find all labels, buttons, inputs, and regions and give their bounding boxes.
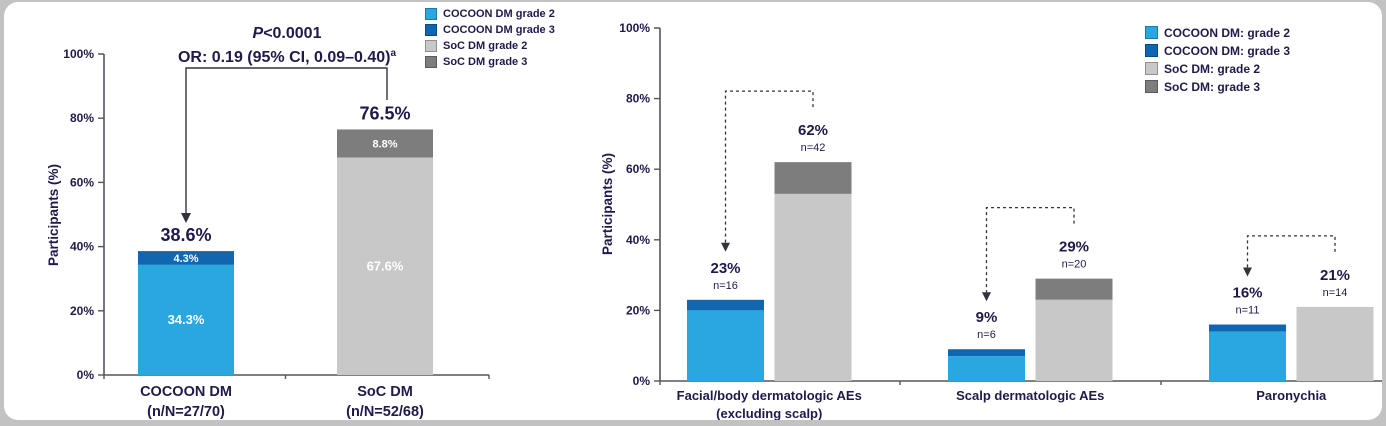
category-label: (n/N=27/70): [147, 404, 225, 420]
legend-color-swatch: [425, 8, 437, 20]
bar-segment-grade2: [687, 310, 764, 381]
legend-color-swatch: [425, 40, 437, 52]
legend-item: SoC DM grade 2: [425, 40, 555, 52]
y-tick-label: 80%: [70, 111, 94, 125]
segment-value-label: 67.6%: [367, 258, 404, 273]
decrease-arrow: [721, 242, 730, 252]
bar-total-label: 23%: [710, 260, 740, 277]
chart-dm-overall: 0% 20% 40% 60% 80% 100% Participants (%) 4.3% 34…: [4, 2, 564, 420]
legend-label: COCOON DM grade 2: [443, 7, 555, 20]
category-label: (excluding scalp): [716, 406, 822, 420]
legend-color-swatch: [425, 24, 437, 36]
bar-n-label: n=20: [1062, 259, 1087, 271]
bar-segment-grade2: [138, 264, 234, 375]
bar-segment-grade2: [337, 157, 433, 375]
bar-segment-grade3: [774, 162, 852, 194]
bar-n-label: n=42: [801, 142, 826, 154]
bar-segment-grade2: [774, 193, 852, 381]
decrease-arrow: [181, 213, 191, 223]
y-tick-label: 40%: [626, 233, 650, 247]
legend-item: SoC DM: grade 2: [1145, 62, 1290, 75]
legend-item: COCOON DM: grade 2: [1145, 26, 1290, 39]
category-label: COCOON DM: [140, 384, 232, 400]
bar-segment-grade3: [1035, 278, 1113, 300]
slide-card: 0% 20% 40% 60% 80% 100% Participants (%) 4.3% 34…: [4, 2, 1382, 420]
legend-label: SoC DM: grade 2: [1164, 61, 1261, 76]
bar-segment-grade3: [337, 129, 433, 158]
bar-segment-grade3: [138, 251, 234, 265]
legend-color-swatch: [1145, 80, 1158, 93]
bar-n-label: n=11: [1236, 305, 1260, 317]
comparison-bracket-dashed: [724, 90, 814, 243]
decrease-arrow: [1243, 267, 1252, 277]
bar-total-label: 76.5%: [359, 103, 410, 123]
legend-label: COCOON DM: grade 2: [1164, 25, 1291, 40]
legend-color-swatch: [1145, 26, 1158, 39]
dm-by-ae-type-plot: 0% 20% 40% 60% 80% 100% Participants (%) 23% n=1…: [600, 21, 1382, 420]
bar-total-label: 21%: [1320, 267, 1350, 284]
decrease-arrow: [982, 292, 991, 302]
bar-total-label: 9%: [976, 309, 998, 326]
bar-segment-grade2: [1209, 331, 1286, 381]
bar-total-label: 38.6%: [160, 225, 211, 245]
bar-segment-grade2: [1035, 299, 1113, 381]
category-label: (n/N=52/68): [346, 404, 424, 420]
chart-dm-by-ae-type: 0% 20% 40% 60% 80% 100% Participants (%) 23% n=1…: [560, 2, 1382, 420]
legend-item: COCOON DM grade 3: [425, 24, 555, 36]
legend-dm-overall: COCOON DM grade 2 COCOON DM grade 3 SoC DM…: [425, 8, 555, 68]
legend-color-swatch: [425, 56, 437, 68]
segment-value-label: 34.3%: [168, 312, 205, 327]
odds-ratio-annotation: OR: 0.19 (95% CI, 0.09–0.40)a: [178, 48, 397, 66]
y-tick-label: 0%: [77, 368, 95, 382]
category-label: Scalp dermatologic AEs: [956, 388, 1104, 403]
bar-segment-grade2: [1296, 306, 1374, 381]
y-axis-title: Participants (%): [46, 164, 61, 266]
segment-value-label: 4.3%: [173, 253, 198, 265]
segment-value-label: 8.8%: [372, 138, 397, 150]
y-tick-label: 60%: [70, 175, 94, 189]
comparison-bracket-dashed: [1246, 235, 1336, 268]
bar-segment-grade3: [948, 349, 1025, 357]
y-tick-label: 0%: [633, 374, 651, 388]
legend-item: COCOON DM: grade 3: [1145, 44, 1290, 57]
legend-color-swatch: [1145, 62, 1158, 75]
bar-segment-grade2: [948, 356, 1025, 381]
category-label: SoC DM: [357, 384, 413, 400]
legend-item: SoC DM: grade 3: [1145, 80, 1290, 93]
y-tick-label: 80%: [626, 92, 650, 106]
category-label: Facial/body dermatologic AEs: [677, 388, 862, 403]
dm-overall-plot: 0% 20% 40% 60% 80% 100% Participants (%) 4.3% 34…: [46, 25, 490, 420]
legend-item: COCOON DM grade 2: [425, 8, 555, 20]
bar-n-label: n=16: [713, 280, 738, 292]
y-tick-label: 60%: [626, 162, 650, 176]
legend-label: SoC DM: grade 3: [1164, 79, 1261, 94]
bar-segment-grade3: [1209, 324, 1286, 332]
comparison-bracket-dashed: [985, 206, 1075, 293]
legend-label: SoC DM grade 3: [443, 55, 528, 68]
legend-item: SoC DM grade 3: [425, 56, 555, 68]
y-tick-label: 100%: [63, 47, 94, 61]
y-tick-label: 100%: [619, 21, 650, 35]
legend-label: COCOON DM: grade 3: [1164, 43, 1291, 58]
category-label: Paronychia: [1256, 388, 1327, 403]
bar-total-label: 29%: [1059, 239, 1089, 256]
p-value-annotation: P<0.0001: [253, 25, 322, 42]
bar-n-label: n=14: [1323, 287, 1348, 299]
bar-segment-grade3: [687, 299, 764, 311]
bar-total-label: 16%: [1232, 285, 1262, 302]
bar-n-label: n=6: [977, 329, 996, 341]
comparison-bracket: [185, 67, 388, 213]
y-tick-label: 20%: [626, 303, 650, 317]
y-tick-label: 20%: [70, 304, 94, 318]
bar-total-label: 62%: [798, 122, 828, 139]
legend-label: SoC DM grade 2: [443, 39, 528, 52]
y-tick-label: 40%: [70, 240, 94, 254]
y-axis-title: Participants (%): [600, 153, 615, 255]
legend-label: COCOON DM grade 3: [443, 23, 555, 36]
legend-dm-by-ae-type: COCOON DM: grade 2 COCOON DM: grade 3 SoC …: [1145, 26, 1290, 93]
legend-color-swatch: [1145, 44, 1158, 57]
